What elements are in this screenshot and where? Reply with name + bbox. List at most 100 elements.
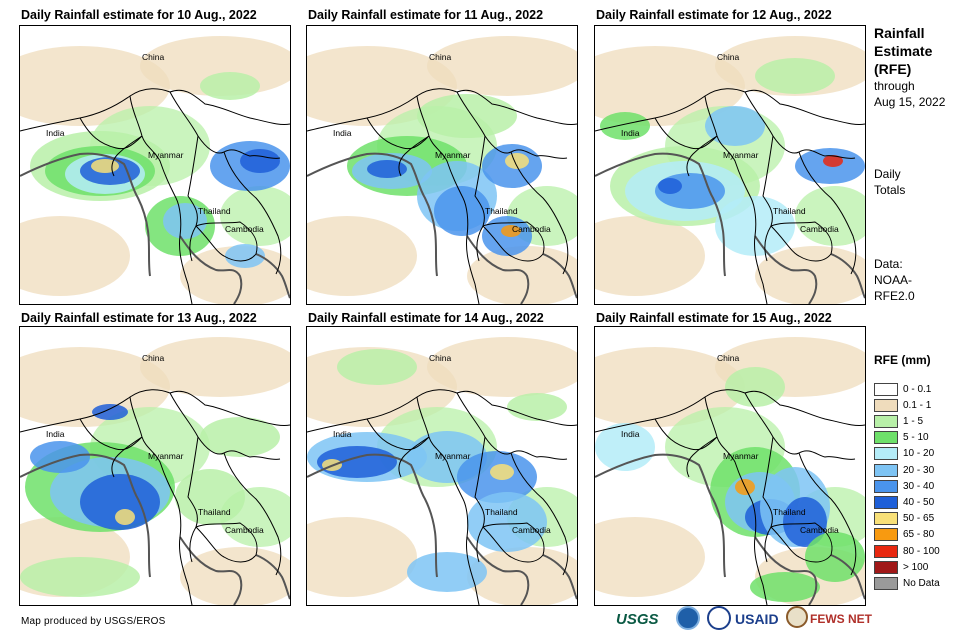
rain-area bbox=[115, 509, 135, 525]
rain-area bbox=[240, 149, 280, 173]
drizzle-patch bbox=[307, 517, 417, 597]
country-border bbox=[398, 135, 430, 177]
legend-item: No Data bbox=[874, 576, 940, 590]
legend-label: 0 - 0.1 bbox=[903, 383, 932, 395]
rain-area bbox=[92, 404, 128, 420]
usaid-logo: USAID bbox=[735, 606, 779, 632]
country-label-cambodia: Cambodia bbox=[800, 525, 839, 535]
legend-item: 30 - 40 bbox=[874, 479, 934, 493]
sidebar-daily: Daily bbox=[874, 167, 901, 181]
country-border bbox=[482, 522, 545, 563]
rain-area bbox=[505, 153, 529, 169]
rain-area bbox=[80, 474, 160, 530]
sidebar-data-label: Data: bbox=[874, 257, 903, 271]
legend-item: 0 - 0.1 bbox=[874, 382, 931, 396]
rain-area bbox=[715, 196, 795, 256]
legend-swatch bbox=[874, 463, 898, 477]
map-canvas bbox=[20, 36, 290, 304]
country-label-india: India bbox=[621, 429, 640, 439]
country-label-thailand: Thailand bbox=[198, 507, 231, 517]
sidebar-title-line2: Estimate bbox=[874, 43, 933, 59]
country-border bbox=[111, 135, 143, 177]
country-label-thailand: Thailand bbox=[773, 507, 806, 517]
country-border bbox=[79, 418, 143, 451]
country-border bbox=[223, 452, 282, 576]
panel-title-1: Daily Rainfall estimate for 10 Aug., 202… bbox=[21, 8, 257, 22]
coastline bbox=[307, 152, 438, 277]
panel-title-6: Daily Rainfall estimate for 15 Aug., 202… bbox=[596, 311, 832, 325]
country-label-myanmar: Myanmar bbox=[148, 150, 184, 160]
rain-area bbox=[823, 155, 843, 167]
sidebar-totals: Totals bbox=[874, 183, 906, 197]
sidebar-daily-totals: Daily Totals bbox=[874, 166, 905, 198]
rain-area bbox=[501, 225, 521, 237]
rainfall-map-5: China India Myanmar Thailand Cambodia bbox=[306, 326, 578, 606]
legend-item: 1 - 5 bbox=[874, 414, 923, 428]
country-label-china: China bbox=[142, 353, 165, 363]
fews-net-logo: FEWS NET bbox=[810, 606, 872, 632]
drizzle-patch bbox=[20, 216, 130, 296]
country-label-cambodia: Cambodia bbox=[225, 525, 264, 535]
sidebar-title-line3: (RFE) bbox=[874, 61, 912, 77]
coastline bbox=[20, 152, 151, 277]
country-label-myanmar: Myanmar bbox=[435, 451, 471, 461]
country-border bbox=[654, 418, 718, 451]
legend-label: No Data bbox=[903, 577, 940, 589]
legend-item: 65 - 80 bbox=[874, 528, 934, 542]
map-canvas bbox=[20, 337, 290, 605]
legend-swatch bbox=[874, 512, 898, 526]
legend-swatch bbox=[874, 560, 898, 574]
sidebar-through: through bbox=[874, 79, 915, 93]
country-label-india: India bbox=[46, 128, 65, 138]
country-label-china: China bbox=[717, 353, 740, 363]
legend-swatch bbox=[874, 576, 898, 590]
rain-area bbox=[600, 112, 650, 140]
drizzle-patch bbox=[595, 216, 705, 296]
map-canvas bbox=[595, 337, 865, 605]
country-border bbox=[770, 522, 833, 563]
drizzle-patch bbox=[755, 246, 865, 304]
country-border bbox=[366, 117, 430, 150]
legend-swatch bbox=[874, 495, 898, 509]
country-label-india: India bbox=[333, 429, 352, 439]
legend-swatch bbox=[874, 479, 898, 493]
drizzle-patch bbox=[140, 337, 290, 397]
rain-area bbox=[337, 349, 417, 385]
rain-area bbox=[755, 58, 835, 94]
noaa-logo bbox=[676, 606, 700, 630]
rain-area bbox=[91, 159, 119, 173]
country-label-china: China bbox=[429, 52, 452, 62]
legend-swatch bbox=[874, 447, 898, 461]
country-label-cambodia: Cambodia bbox=[512, 224, 551, 234]
legend-item: 5 - 10 bbox=[874, 431, 929, 445]
country-label-cambodia: Cambodia bbox=[512, 525, 551, 535]
legend-title: RFE (mm) bbox=[874, 353, 931, 367]
country-label-india: India bbox=[621, 128, 640, 138]
rainfall-map-6: China India Myanmar Thailand Cambodia bbox=[594, 326, 866, 606]
fews-seal-icon bbox=[786, 606, 808, 628]
country-border bbox=[510, 452, 569, 576]
sidebar-data-source1: NOAA- bbox=[874, 273, 913, 287]
legend-item: 20 - 30 bbox=[874, 463, 934, 477]
legend-swatch bbox=[874, 431, 898, 445]
rain-area bbox=[434, 186, 490, 236]
rain-area bbox=[200, 72, 260, 100]
drizzle-patch bbox=[307, 216, 417, 296]
rain-area bbox=[705, 106, 765, 146]
country-border bbox=[510, 151, 569, 275]
map-canvas bbox=[595, 36, 865, 304]
legend-label: 1 - 5 bbox=[903, 415, 924, 427]
coastline bbox=[179, 536, 243, 605]
rainfall-map-1: China India Myanmar Thailand Cambodia bbox=[19, 25, 291, 305]
rainfall-map-2: China India Myanmar Thailand Cambodia bbox=[306, 25, 578, 305]
country-label-india: India bbox=[46, 429, 65, 439]
rain-area bbox=[725, 367, 785, 407]
drizzle-patch bbox=[427, 36, 577, 96]
country-border bbox=[79, 117, 143, 150]
usaid-logo-text: USAID bbox=[735, 611, 779, 627]
country-border bbox=[474, 436, 486, 563]
country-label-myanmar: Myanmar bbox=[148, 451, 184, 461]
panel-title-2: Daily Rainfall estimate for 11 Aug., 202… bbox=[308, 8, 544, 22]
country-label-myanmar: Myanmar bbox=[723, 150, 759, 160]
legend-item: 10 - 20 bbox=[874, 447, 934, 461]
